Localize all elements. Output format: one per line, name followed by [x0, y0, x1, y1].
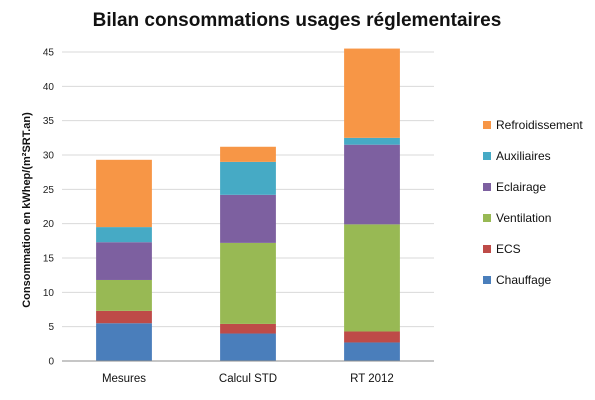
- bar-0-5: [96, 159, 152, 228]
- bar-2-1: [344, 331, 400, 343]
- x-category-label-1: Calcul STD: [219, 373, 277, 385]
- y-tick-label-8: 40: [43, 82, 55, 93]
- y-tick-label-0: 0: [48, 357, 54, 368]
- bar-0-4: [96, 227, 152, 243]
- legend-swatch-3: [483, 214, 491, 222]
- legend-label-3: Ventilation: [496, 211, 551, 225]
- legend-label-0: Refroidissement: [496, 118, 583, 132]
- legend-swatch-2: [483, 183, 491, 191]
- y-tick-label-3: 15: [43, 254, 55, 265]
- y-tick-label-1: 5: [48, 322, 54, 333]
- legend-label-4: ECS: [496, 242, 521, 256]
- bar-1-4: [220, 161, 276, 195]
- bar-1-1: [220, 323, 276, 334]
- legend-swatch-0: [483, 121, 491, 129]
- bar-1-5: [220, 146, 276, 162]
- y-tick-label-4: 20: [43, 219, 55, 230]
- chart-title: Bilan consommations usages réglementaire…: [93, 10, 502, 31]
- legend-label-5: Chauffage: [496, 273, 551, 287]
- y-tick-label-2: 10: [43, 288, 55, 299]
- y-tick-label-7: 35: [43, 116, 55, 127]
- bar-2-2: [344, 224, 400, 332]
- bar-1-0: [220, 333, 276, 361]
- legend-label-1: Auxiliaires: [496, 149, 551, 163]
- bar-0-0: [96, 323, 152, 361]
- y-tick-labels: 0 5 10 15 20 25 30 35 40 45: [43, 48, 55, 368]
- legend-swatch-5: [483, 276, 491, 284]
- bar-1-3: [220, 194, 276, 243]
- bar-0-2: [96, 279, 152, 311]
- bar-2-5: [344, 48, 400, 138]
- bar-2-0: [344, 342, 400, 361]
- legend-label-2: Eclairage: [496, 180, 546, 194]
- y-axis-label: Consommation en kWhep/(m²SRT.an): [21, 112, 33, 308]
- bar-0-3: [96, 242, 152, 280]
- y-tick-label-5: 25: [43, 185, 55, 196]
- x-category-label-0: Mesures: [102, 373, 146, 385]
- x-category-labels: Mesures Calcul STD RT 2012: [102, 373, 394, 385]
- bar-0-1: [96, 310, 152, 324]
- x-category-label-2: RT 2012: [350, 373, 394, 385]
- bar-2-3: [344, 144, 400, 225]
- y-tick-label-9: 45: [43, 48, 55, 59]
- bar-1-2: [220, 242, 276, 324]
- bar-2-4: [344, 137, 400, 145]
- y-tick-label-6: 30: [43, 151, 55, 162]
- bars: [96, 48, 400, 361]
- legend-swatch-1: [483, 152, 491, 160]
- legend-swatch-4: [483, 245, 491, 253]
- legend: Refroidissement Auxiliaires Eclairage Venti…: [483, 118, 583, 287]
